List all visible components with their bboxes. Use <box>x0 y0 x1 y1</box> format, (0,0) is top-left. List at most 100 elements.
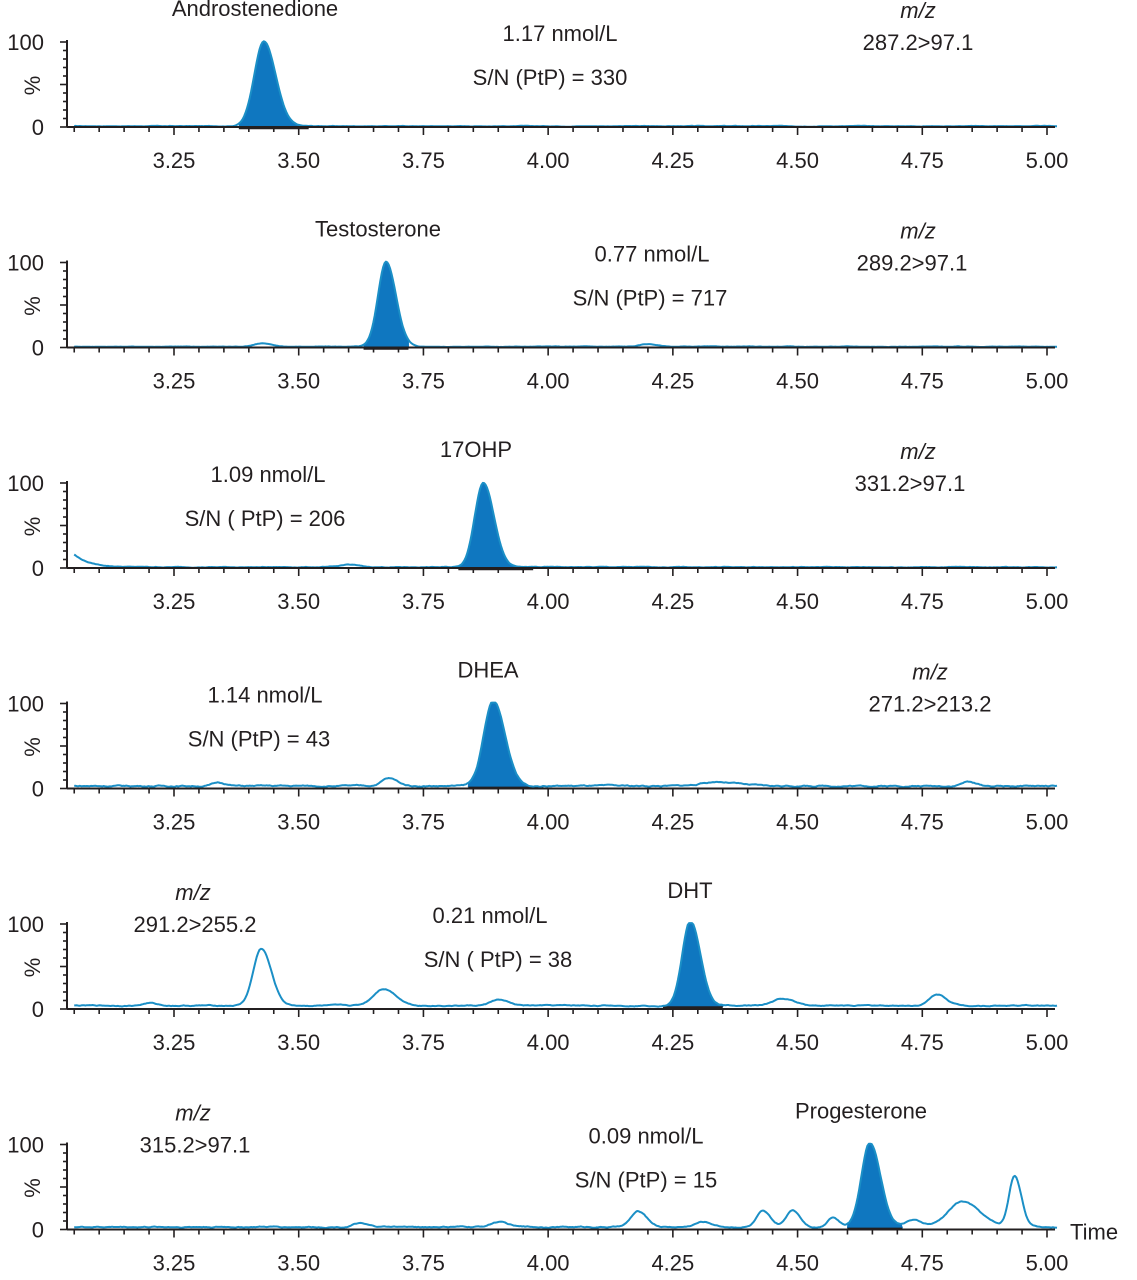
mz-transition-label: 289.2>97.1 <box>857 251 968 276</box>
x-tick-label: 3.25 <box>153 148 196 173</box>
y-tick-label: 0 <box>32 556 44 581</box>
y-tick-label: 0 <box>32 777 44 802</box>
x-tick-label: 4.50 <box>776 1030 819 1055</box>
x-tick-label: 4.00 <box>527 589 570 614</box>
integrated-peak <box>238 40 310 128</box>
x-tick-label: 3.50 <box>277 589 320 614</box>
integrated-peak <box>467 702 544 788</box>
compound-label: DHT <box>667 878 712 903</box>
compound-label: Testosterone <box>315 217 441 242</box>
y-tick-label: 100 <box>7 912 44 937</box>
mz-transition-label: 287.2>97.1 <box>863 30 974 55</box>
chromatogram-panel: 100 0% 3.25 3.50 3.75 4.00 4.25 4.50 4.75 5.00Tim… <box>7 1099 1118 1276</box>
x-tick-label: 5.00 <box>1026 369 1069 394</box>
x-tick-label: 5.00 <box>1026 148 1069 173</box>
x-tick-label: 4.50 <box>776 810 819 835</box>
x-axis-label: Time <box>1070 1220 1118 1245</box>
chromatogram-trace <box>74 701 1058 789</box>
x-tick-label: 3.25 <box>153 1251 196 1276</box>
mz-label: m/z <box>900 0 935 23</box>
y-tick-label: 100 <box>7 30 44 55</box>
x-tick-label: 4.75 <box>901 589 944 614</box>
x-tick-label: 4.25 <box>651 148 694 173</box>
mz-transition-label: 315.2>97.1 <box>140 1133 251 1158</box>
x-tick-label: 4.25 <box>651 369 694 394</box>
chromatogram-panel: 100 0% 3.25 3.50 3.75 4.00 4.25 4.50 4.75 5.00 17O… <box>7 437 1068 614</box>
x-tick-label: 5.00 <box>1026 589 1069 614</box>
x-tick-label: 5.00 <box>1026 1251 1069 1276</box>
x-tick-label: 4.00 <box>527 369 570 394</box>
x-tick-label: 4.50 <box>776 1251 819 1276</box>
signal-to-noise-label: S/N ( PtP) = 206 <box>185 506 346 531</box>
concentration-label: 0.09 nmol/L <box>589 1124 704 1149</box>
x-tick-label: 4.75 <box>901 369 944 394</box>
chromatogram-panel: 100 0% 3.25 3.50 3.75 4.00 4.25 4.50 4.75 5.00 DHE… <box>7 658 1068 835</box>
x-tick-label: 3.50 <box>277 810 320 835</box>
x-tick-label: 3.50 <box>277 1251 320 1276</box>
x-tick-label: 3.25 <box>153 1030 196 1055</box>
x-tick-label: 3.75 <box>402 810 445 835</box>
x-tick-label: 3.75 <box>402 589 445 614</box>
signal-to-noise-label: S/N (PtP) = 717 <box>573 286 728 311</box>
y-tick-label: 0 <box>32 1218 44 1243</box>
x-tick-label: 4.25 <box>651 1251 694 1276</box>
x-tick-label: 4.00 <box>527 1030 570 1055</box>
x-tick-label: 4.25 <box>651 810 694 835</box>
signal-to-noise-label: S/N (PtP) = 330 <box>473 65 628 90</box>
signal-to-noise-label: S/N ( PtP) = 38 <box>424 947 573 972</box>
x-tick-label: 4.75 <box>901 148 944 173</box>
x-tick-label: 3.75 <box>402 369 445 394</box>
x-tick-label: 4.25 <box>651 589 694 614</box>
mz-label: m/z <box>900 439 935 464</box>
concentration-label: 0.21 nmol/L <box>433 903 548 928</box>
concentration-label: 1.14 nmol/L <box>208 683 323 708</box>
x-tick-label: 3.25 <box>153 369 196 394</box>
integrated-peak <box>661 922 724 1007</box>
chromatogram-panel: 100 0% 3.25 3.50 3.75 4.00 4.25 4.50 4.75 5.00 And… <box>7 0 1068 173</box>
signal-to-noise-label: S/N (PtP) = 43 <box>188 727 330 752</box>
x-tick-label: 3.50 <box>277 1030 320 1055</box>
x-tick-label: 3.75 <box>402 148 445 173</box>
x-tick-label: 3.25 <box>153 589 196 614</box>
mz-transition-label: 271.2>213.2 <box>869 692 992 717</box>
compound-label: DHEA <box>457 658 518 683</box>
y-tick-label: 100 <box>7 471 44 496</box>
chromatogram-trace <box>74 1142 1058 1230</box>
y-tick-label: 100 <box>7 1133 44 1158</box>
x-tick-label: 4.00 <box>527 1251 570 1276</box>
mz-label: m/z <box>900 219 935 244</box>
concentration-label: 1.09 nmol/L <box>211 462 326 487</box>
signal-to-noise-label: S/N (PtP) = 15 <box>575 1168 717 1193</box>
chromatogram-trace <box>74 922 1058 1008</box>
x-tick-label: 3.50 <box>277 148 320 173</box>
y-tick-label: 100 <box>7 251 44 276</box>
mz-label: m/z <box>175 1101 210 1126</box>
x-tick-label: 4.75 <box>901 810 944 835</box>
x-tick-label: 5.00 <box>1026 1030 1069 1055</box>
chromatogram-panels: 100 0% 3.25 3.50 3.75 4.00 4.25 4.50 4.75 5.00 And… <box>7 0 1118 1276</box>
y-axis-label: % <box>20 737 45 757</box>
mz-label: m/z <box>912 660 947 685</box>
x-tick-label: 4.50 <box>776 369 819 394</box>
y-axis-label: % <box>20 517 45 537</box>
chromatogram-panel: 100 0% 3.25 3.50 3.75 4.00 4.25 4.50 4.75 5.00 Tes… <box>7 217 1068 394</box>
mz-transition-label: 291.2>255.2 <box>134 912 257 937</box>
x-tick-label: 4.75 <box>901 1030 944 1055</box>
x-tick-label: 4.25 <box>651 1030 694 1055</box>
x-tick-label: 3.50 <box>277 369 320 394</box>
x-tick-label: 3.75 <box>402 1030 445 1055</box>
mz-label: m/z <box>175 880 210 905</box>
concentration-label: 1.17 nmol/L <box>503 21 618 46</box>
x-tick-label: 4.00 <box>527 810 570 835</box>
compound-label: 17OHP <box>440 437 512 462</box>
x-tick-label: 4.00 <box>527 148 570 173</box>
y-axis-label: % <box>20 1178 45 1198</box>
y-axis-label: % <box>20 958 45 978</box>
x-tick-label: 5.00 <box>1026 810 1069 835</box>
concentration-label: 0.77 nmol/L <box>595 242 710 267</box>
y-tick-label: 0 <box>32 997 44 1022</box>
compound-label: Androstenedione <box>172 0 338 21</box>
x-tick-label: 3.75 <box>402 1251 445 1276</box>
integrated-peak <box>846 1143 903 1229</box>
